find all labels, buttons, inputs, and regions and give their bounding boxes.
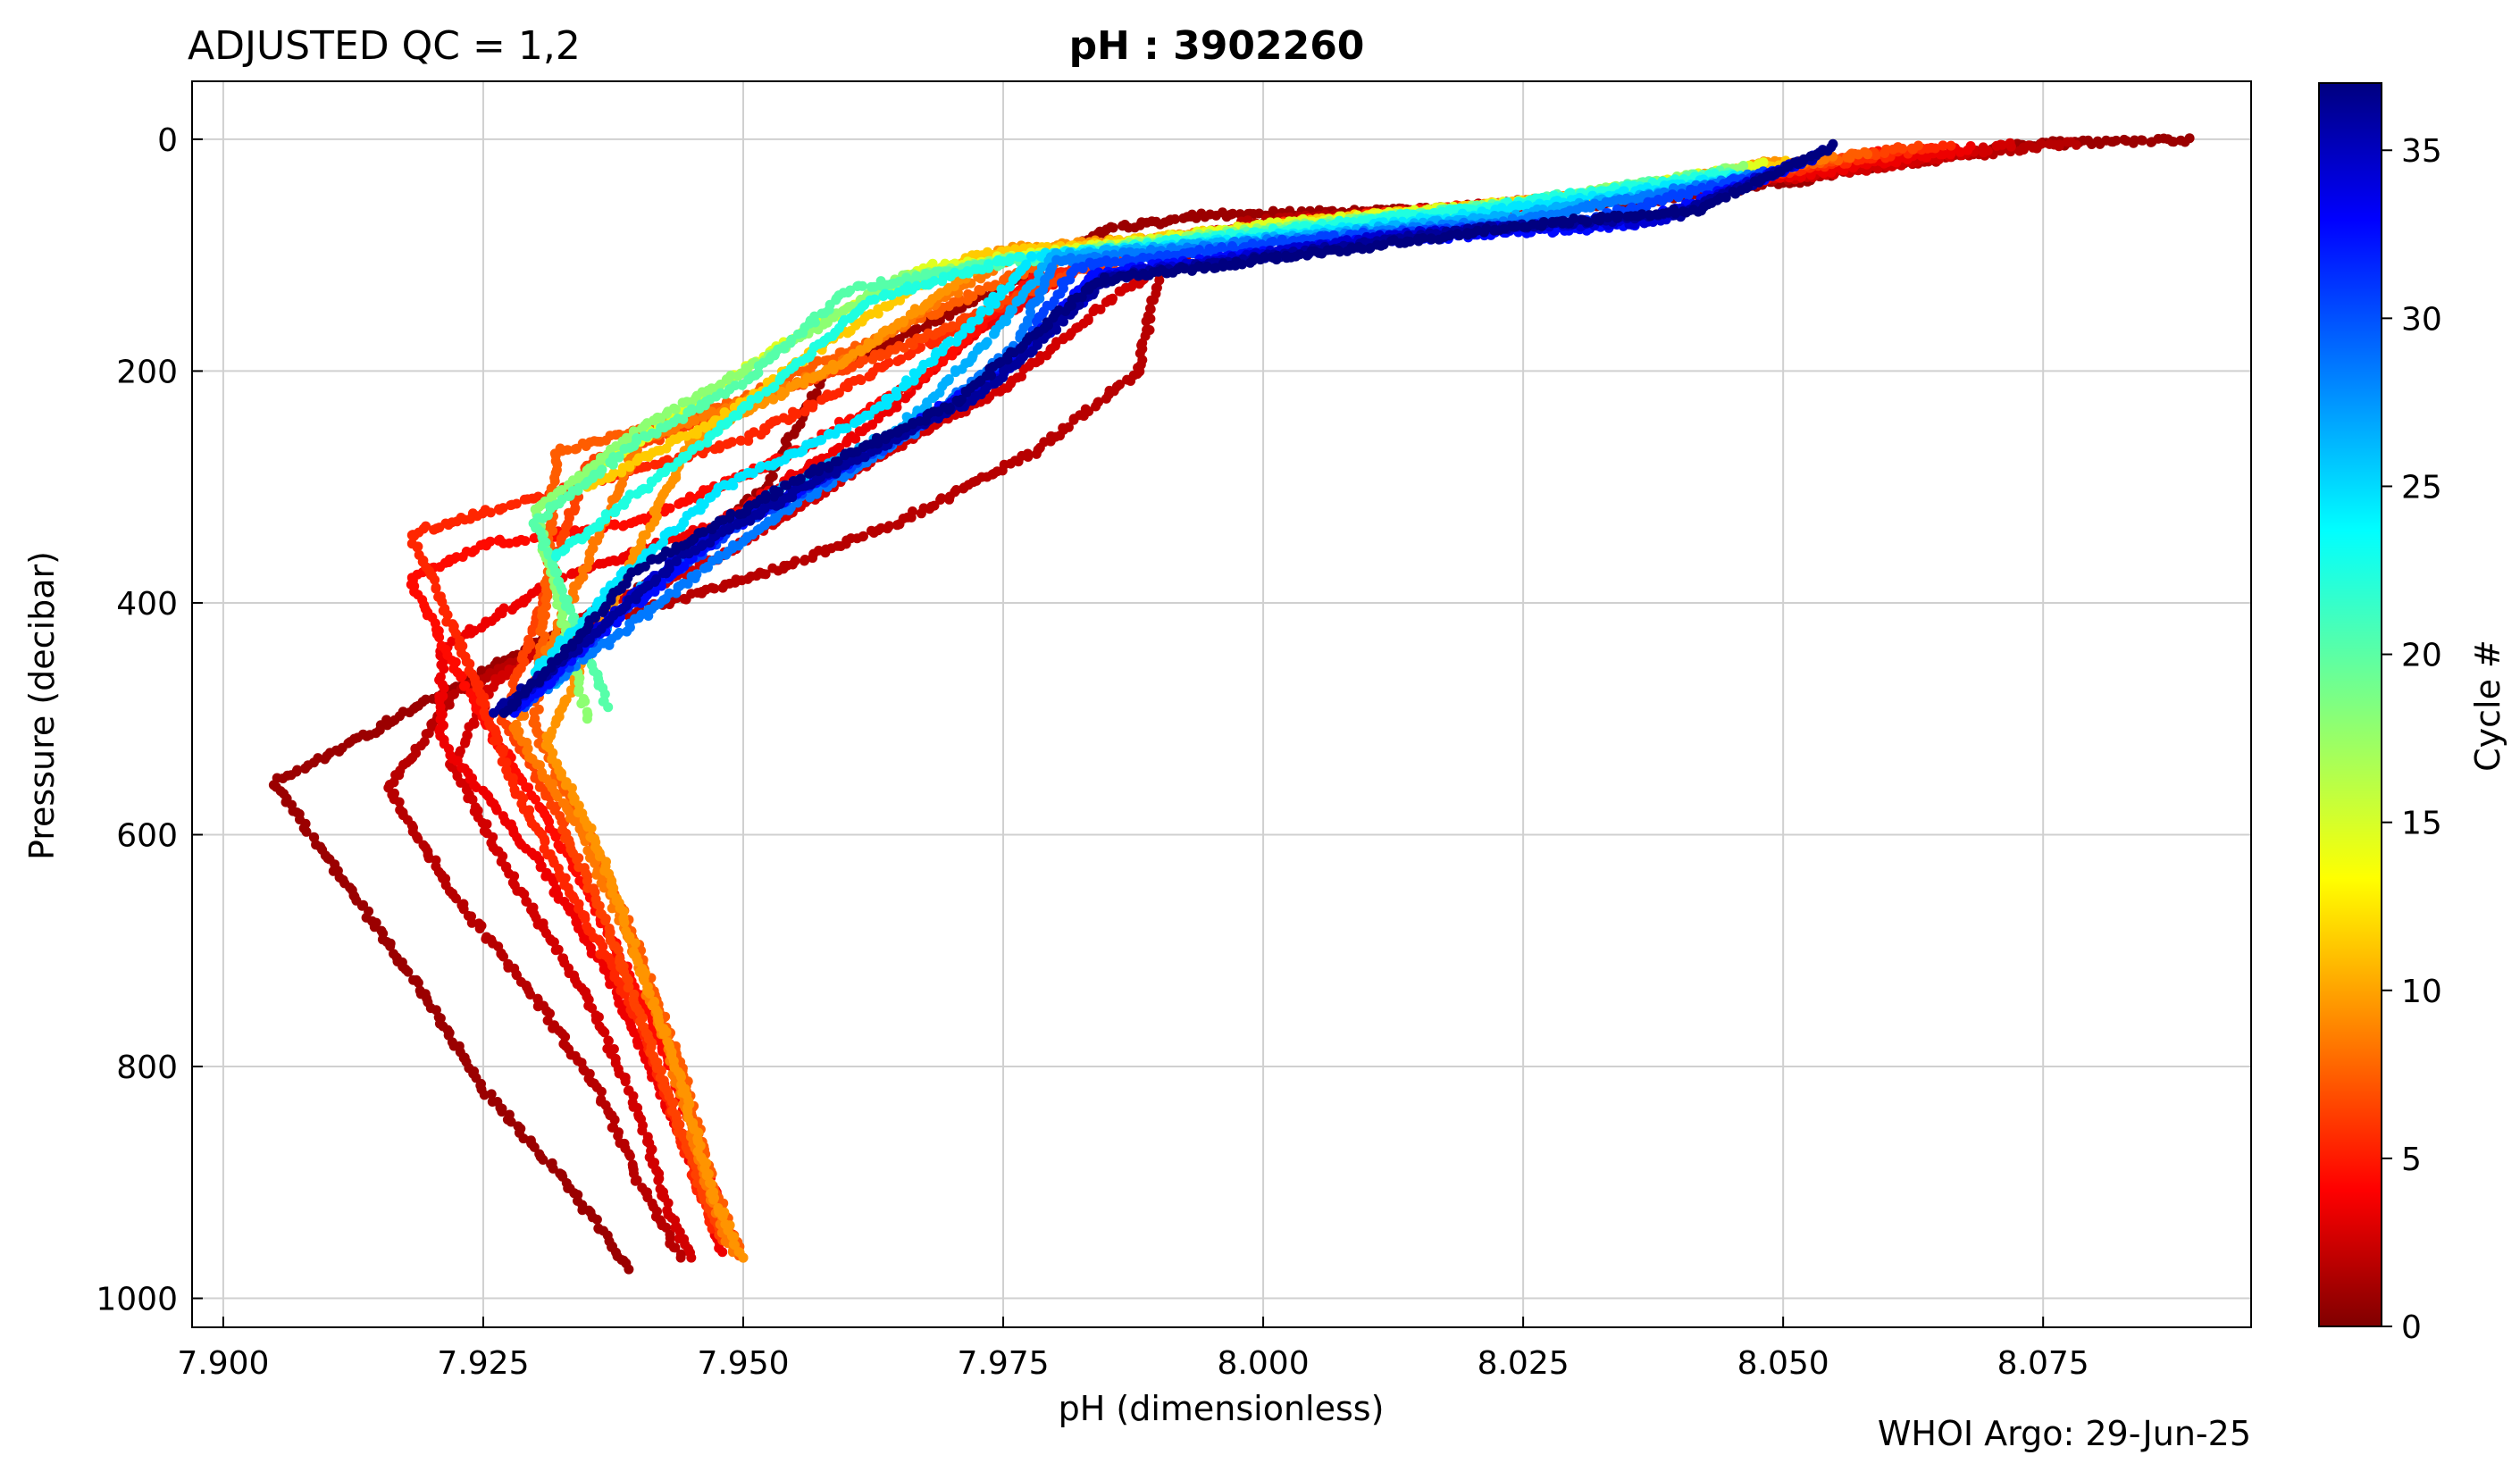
scatter-point: [717, 582, 728, 593]
scatter-point: [1141, 316, 1151, 327]
scatter-point: [2014, 146, 2025, 156]
scatter-point: [385, 941, 396, 951]
scatter-point: [674, 498, 684, 509]
scatter-point: [498, 951, 508, 962]
scatter-point: [653, 1175, 664, 1185]
scatter-point: [421, 729, 431, 740]
scatter-point: [892, 356, 903, 366]
scatter-point: [624, 1264, 634, 1275]
scatter-point: [390, 770, 401, 781]
scatter-point: [456, 672, 466, 682]
scatter-point: [2062, 137, 2072, 147]
scatter-point: [624, 1150, 635, 1161]
scatter-point: [916, 508, 926, 519]
scatter-point: [1068, 414, 1079, 425]
scatter-point: [511, 969, 522, 980]
scatter-point: [2044, 138, 2055, 149]
scatter-point: [620, 1076, 631, 1087]
scatter-points: [268, 133, 2195, 1275]
scatter-point: [596, 1086, 607, 1097]
scatter-point: [493, 735, 503, 746]
scatter-point: [413, 977, 423, 988]
scatter-point: [506, 1117, 516, 1127]
scatter-point: [2146, 137, 2156, 147]
scatter-point: [1880, 148, 1890, 158]
scatter-point: [609, 1115, 620, 1125]
scatter-point: [892, 520, 902, 531]
scatter-point: [548, 1163, 558, 1174]
scatter-point: [591, 1214, 602, 1225]
scatter-point: [1991, 140, 2002, 151]
scatter-point: [529, 1142, 540, 1152]
scatter-point: [1842, 152, 1853, 163]
scatter-point: [356, 900, 367, 911]
scatter-point: [566, 569, 577, 580]
scatter-point: [525, 990, 536, 999]
scatter-point: [497, 1107, 507, 1117]
scatter-point: [1101, 393, 1111, 404]
scatter-point: [2005, 138, 2015, 148]
scatter-point: [816, 395, 827, 406]
scatter-point: [486, 1089, 497, 1100]
scatter-point: [538, 1155, 548, 1165]
scatter-point: [808, 553, 818, 564]
scatter-point: [1146, 295, 1157, 305]
scatter-point: [675, 1252, 686, 1263]
scatter-point: [717, 1247, 728, 1258]
scatter-point: [867, 354, 878, 364]
scatter-point: [403, 966, 414, 977]
scatter-point: [867, 525, 876, 536]
scatter-point: [1091, 401, 1101, 412]
scatter-point: [735, 435, 746, 446]
scatter-point: [451, 893, 461, 904]
scatter-point: [466, 917, 477, 928]
scatter-point: [679, 593, 690, 604]
grid: [192, 81, 2251, 1327]
scatter-point: [553, 944, 564, 955]
chart-left-title: ADJUSTED QC = 1,2: [188, 23, 581, 69]
scatter-point: [1145, 303, 1155, 314]
scatter-point: [1979, 147, 1988, 158]
scatter-point: [2136, 135, 2147, 146]
scatter-point: [1906, 143, 1917, 154]
scatter-point: [1058, 422, 1068, 433]
scatter-point: [962, 295, 973, 305]
scatter-point: [1122, 374, 1133, 385]
scatter-point: [1101, 297, 1111, 307]
scatter-point: [1178, 213, 1189, 223]
chart-title: pH : 3902260: [1069, 23, 1365, 69]
scatter-point: [799, 556, 809, 566]
scatter-point: [394, 797, 405, 807]
scatter-point: [498, 748, 508, 758]
scatter-point: [1116, 286, 1126, 297]
scatter-point: [617, 521, 628, 531]
scatter-point: [1235, 209, 1245, 220]
scatter-point: [460, 738, 470, 749]
scatter-point: [2119, 134, 2130, 145]
scatter-point: [1031, 448, 1042, 459]
scatter-point: [507, 605, 517, 615]
scatter-point: [493, 535, 504, 546]
scatter-point: [464, 722, 474, 732]
scatter-point: [767, 563, 778, 573]
scatter-point: [709, 444, 720, 455]
scatter-point: [686, 1252, 697, 1263]
scatter-point: [300, 764, 311, 774]
scatter-point: [1118, 221, 1128, 231]
scatter-point: [670, 1242, 681, 1253]
scatter-point: [613, 945, 624, 955]
scatter-point: [301, 826, 312, 837]
scatter-point: [434, 632, 445, 643]
scatter-point: [632, 1175, 642, 1185]
scatter-point: [1088, 306, 1099, 316]
scatter-point: [474, 924, 485, 934]
scatter-point: [944, 494, 955, 505]
